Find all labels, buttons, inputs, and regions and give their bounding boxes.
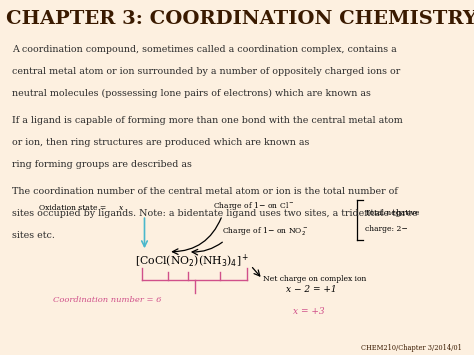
Text: sites etc.: sites etc. — [12, 231, 55, 240]
Text: Charge of 1$-$ on NO$_2^-$: Charge of 1$-$ on NO$_2^-$ — [222, 226, 309, 238]
Text: Coordination number = 6: Coordination number = 6 — [53, 295, 162, 304]
Text: [CoCl(NO$_2$)(NH$_3$)$_4$]$^+$: [CoCl(NO$_2$)(NH$_3$)$_4$]$^+$ — [136, 252, 250, 269]
Text: If a ligand is capable of forming more than one bond with the central metal atom: If a ligand is capable of forming more t… — [12, 116, 402, 125]
Text: Total negative: Total negative — [365, 209, 420, 217]
Text: Charge of 1$-$ on Cl$^-$: Charge of 1$-$ on Cl$^-$ — [213, 200, 295, 212]
Text: x − 2 = +1: x − 2 = +1 — [286, 285, 337, 294]
Text: central metal atom or ion surrounded by a number of oppositely charged ions or: central metal atom or ion surrounded by … — [12, 67, 400, 76]
Text: CHEM210/Chapter 3/2014/01: CHEM210/Chapter 3/2014/01 — [361, 344, 462, 352]
Text: Oxidation state =: Oxidation state = — [39, 204, 109, 212]
Text: ring forming groups are described as: ring forming groups are described as — [12, 160, 195, 169]
Text: CHAPTER 3: COORDINATION CHEMISTRY: CHAPTER 3: COORDINATION CHEMISTRY — [6, 10, 474, 28]
Text: or ion, then ring structures are produced which are known as: or ion, then ring structures are produce… — [12, 138, 312, 147]
Text: sites occupied by ligands. Note: a bidentate ligand uses two sites, a tridentate: sites occupied by ligands. Note: a biden… — [12, 209, 418, 218]
Text: The coordination number of the central metal atom or ion is the total number of: The coordination number of the central m… — [12, 187, 398, 196]
Text: A coordination compound, sometimes called a coordination complex, contains a: A coordination compound, sometimes calle… — [12, 45, 397, 54]
Text: x = +3: x = +3 — [293, 307, 325, 316]
Text: neutral molecules (possessing lone pairs of electrons) which are known as: neutral molecules (possessing lone pairs… — [12, 89, 374, 98]
Text: Net charge on complex ion: Net charge on complex ion — [264, 275, 367, 283]
Text: charge: 2−: charge: 2− — [365, 225, 408, 233]
Text: x: x — [119, 204, 124, 212]
